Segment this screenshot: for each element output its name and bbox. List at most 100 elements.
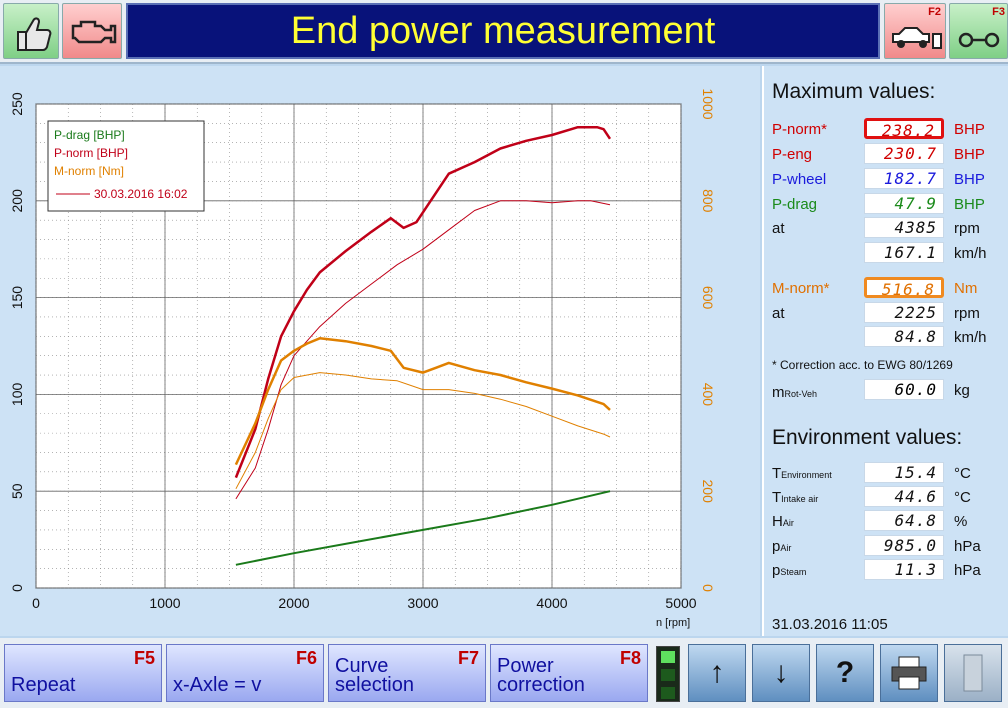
torque-row-value: 84.8 — [864, 326, 944, 347]
env-row-unit: % — [954, 513, 968, 530]
y-left-tick-label: 100 — [9, 383, 25, 407]
legend-entry-p-drag: P-drag [BHP] — [54, 128, 125, 142]
legend-entry-m-norm: M-norm [Nm] — [54, 164, 124, 178]
max-row-unit: BHP — [954, 171, 985, 188]
max-row-unit: rpm — [954, 220, 980, 237]
x-axle-button[interactable]: F6 x-Axle = v — [166, 644, 324, 702]
max-row-label: P-drag — [772, 196, 818, 213]
x-tick-label: 3000 — [407, 595, 438, 611]
x-tick-label: 2000 — [278, 595, 309, 611]
max-row-unit: BHP — [954, 146, 985, 163]
max-row-label: P-wheel — [772, 171, 827, 188]
env-row-label: TIntake air — [772, 489, 819, 506]
max-row-unit: BHP — [954, 196, 985, 213]
max-row-value: 47.9 — [864, 193, 944, 214]
f6-key-label: F6 — [295, 648, 317, 668]
status-light — [656, 646, 680, 702]
environment-heading: Environment values: — [772, 426, 963, 449]
engine-button[interactable] — [62, 3, 122, 59]
torque-row-value: 2225 — [864, 302, 944, 323]
arrow-down-icon: ↓ — [773, 656, 789, 689]
y-right-tick-label: 400 — [700, 383, 716, 407]
env-row-value: 64.8 — [864, 510, 944, 531]
mass-unit: kg — [954, 382, 970, 399]
max-row-value: 230.7 — [864, 143, 944, 164]
scroll-down-button[interactable]: ↓ — [752, 644, 810, 702]
help-button[interactable]: ? — [816, 644, 874, 702]
rollers-icon — [958, 32, 1000, 48]
y-right-tick-label: 200 — [700, 480, 716, 504]
chart-panel: 0 1000 2000 3000 4000 5000 0 50 100 150 200 250 0 200… — [0, 66, 760, 636]
y-left-tick-label: 50 — [9, 483, 25, 499]
arrow-up-icon: ↑ — [709, 656, 725, 689]
scroll-up-button[interactable]: ↑ — [688, 644, 746, 702]
env-row-label: pAir — [772, 538, 792, 555]
legend-entry-reference: 30.03.2016 16:02 — [94, 187, 188, 201]
dyno-f2-button[interactable]: F2 — [884, 3, 946, 59]
y-right-tick-label: 800 — [700, 189, 716, 213]
torque-row-value: 516.8 — [864, 277, 944, 299]
env-row-unit: °C — [954, 489, 971, 506]
env-row-unit: °C — [954, 465, 971, 482]
env-row-label: pSteam — [772, 562, 807, 579]
correction-note: * Correction acc. to EWG 80/1269 — [772, 358, 953, 372]
power-correction-label: Power correction — [497, 655, 585, 696]
y-left-tick-label: 0 — [9, 584, 25, 592]
status-light-top-icon — [661, 651, 675, 663]
max-row-value: 238.2 — [864, 118, 944, 140]
x-axle-label: x-Axle = v — [173, 674, 262, 696]
torque-row-unit: Nm — [954, 280, 978, 297]
mass-label: mRot-Veh — [772, 384, 818, 401]
y-left-tick-label: 250 — [9, 92, 25, 116]
series-line-4 — [235, 372, 611, 490]
dyno-f3-button[interactable]: F3 — [949, 3, 1008, 59]
exit-button[interactable] — [944, 644, 1002, 702]
env-row-value: 44.6 — [864, 486, 944, 507]
series-line-2 — [235, 200, 611, 500]
page-title: End power measurement — [126, 3, 880, 59]
y-right-tick-label: 600 — [700, 286, 716, 310]
repeat-button[interactable]: F5 Repeat — [4, 644, 162, 702]
x-tick-label: 5000 — [665, 595, 696, 611]
date-time: 31.03.2016 11:05 — [772, 616, 888, 633]
x-tick-label: 1000 — [149, 595, 180, 611]
x-tick-label: 4000 — [536, 595, 567, 611]
values-panel: Maximum values: P-norm* 238.2 BHP P-eng 230.… — [762, 66, 1008, 636]
f8-key-label: F8 — [619, 648, 641, 668]
torque-row-unit: rpm — [954, 305, 980, 322]
function-key-bar: F5 Repeat F6 x-Axle = v F7 Curve selectio… — [0, 638, 1008, 708]
max-row-value: 182.7 — [864, 168, 944, 189]
env-row-value: 15.4 — [864, 462, 944, 483]
max-row-label: P-eng — [772, 146, 813, 163]
thumbs-up-button[interactable] — [3, 3, 59, 59]
env-row-label: TEnvironment — [772, 465, 832, 482]
max-values-heading: Maximum values: — [772, 80, 936, 103]
help-icon: ? — [835, 656, 855, 689]
env-row-label: HAir — [772, 513, 794, 530]
power-correction-button[interactable]: F8 Power correction — [490, 644, 648, 702]
curve-selection-label: Curve selection — [335, 655, 414, 696]
max-row-value: 4385 — [864, 217, 944, 238]
thumbs-up-icon — [17, 17, 52, 51]
torque-row-label: M-norm* — [772, 280, 830, 297]
f5-key-label: F5 — [133, 648, 155, 668]
x-axis-label: n [rpm] — [656, 617, 690, 629]
env-row-value: 11.3 — [864, 559, 944, 580]
max-row-value: 167.1 — [864, 242, 944, 263]
max-row-label: P-norm* — [772, 121, 828, 138]
print-button[interactable] — [880, 644, 938, 702]
f3-key-label: F3 — [992, 6, 1005, 18]
f2-key-label: F2 — [928, 6, 941, 18]
env-row-value: 985.0 — [864, 535, 944, 556]
max-row-unit: BHP — [954, 121, 985, 138]
engine-icon — [71, 20, 117, 44]
y-left-tick-label: 150 — [9, 286, 25, 310]
legend-entry-p-norm: P-norm [BHP] — [54, 146, 128, 160]
curve-selection-button[interactable]: F7 Curve selection — [328, 644, 486, 702]
torque-row-unit: km/h — [954, 329, 987, 346]
y-right-tick-label: 0 — [700, 584, 716, 592]
series-line-1 — [234, 125, 612, 479]
torque-row-label: at — [772, 305, 785, 322]
y-left-tick-label: 200 — [9, 189, 25, 213]
env-row-unit: hPa — [954, 562, 981, 579]
